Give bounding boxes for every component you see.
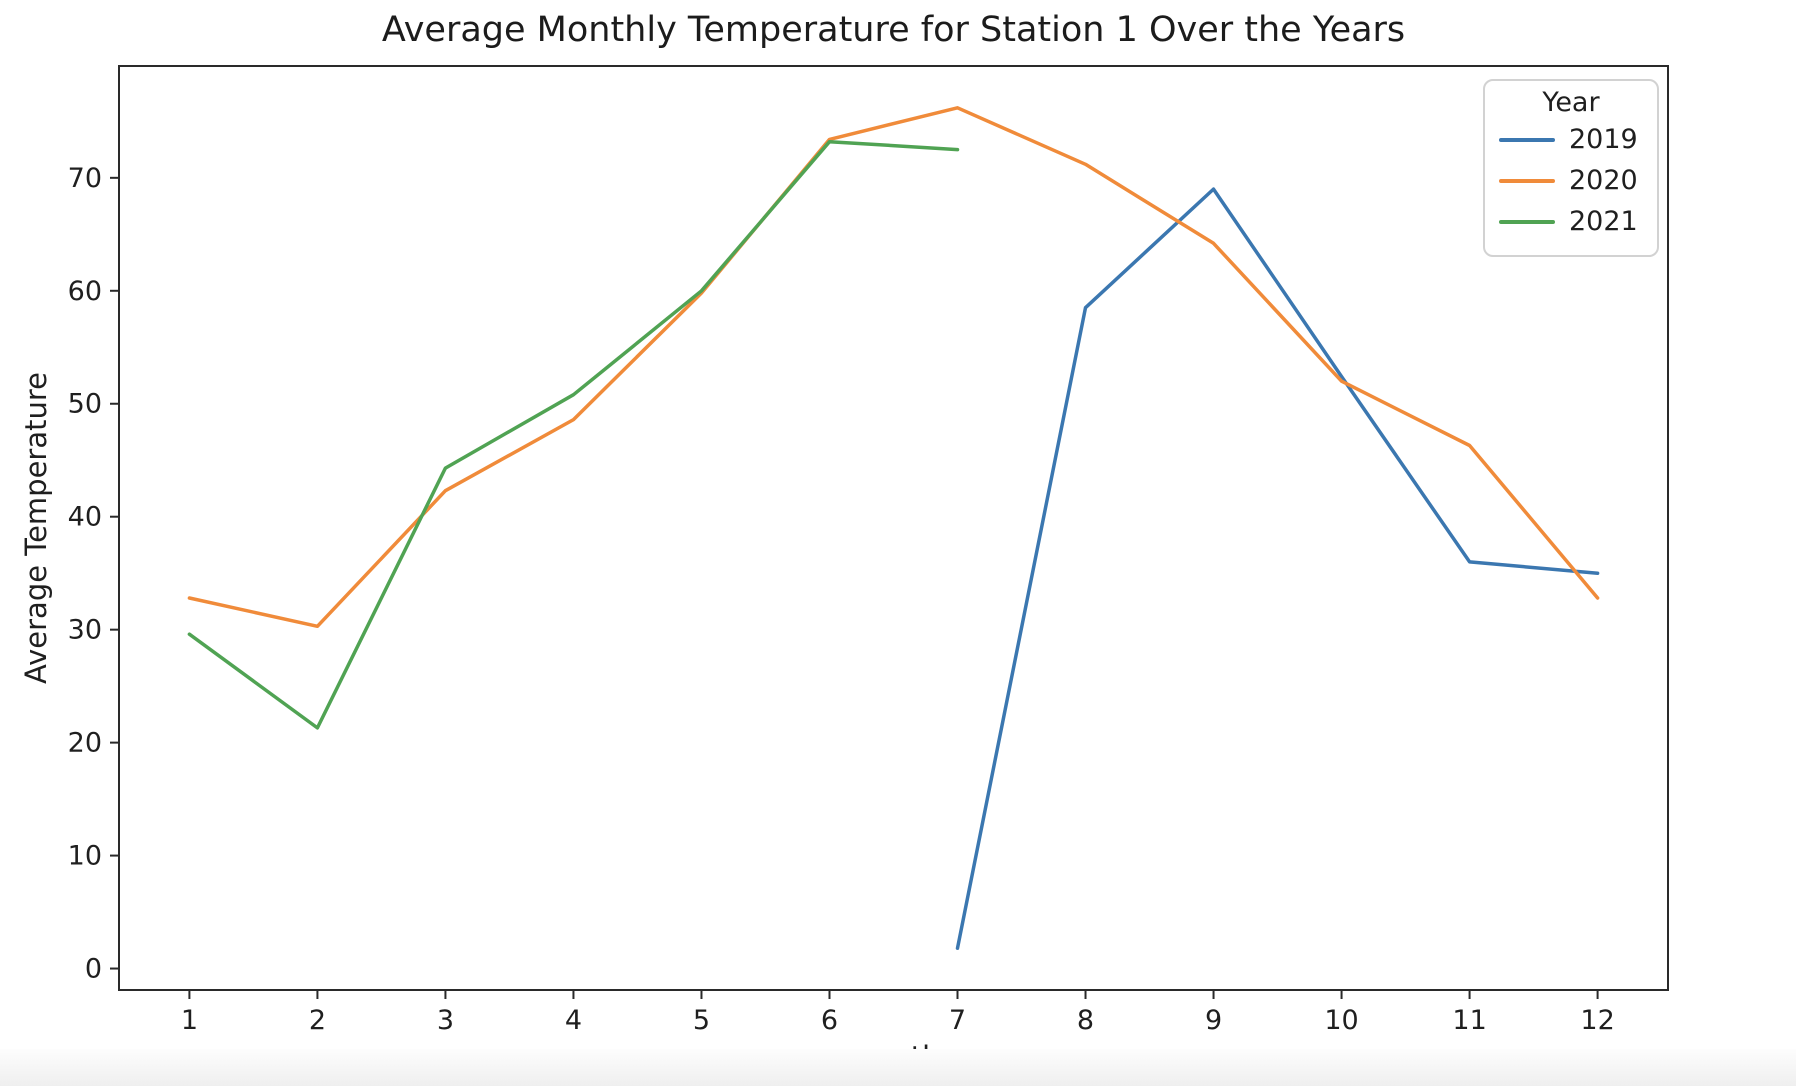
legend-item-label: 2021 (1569, 206, 1638, 238)
x-tick-label: 5 (693, 1005, 710, 1036)
x-tick-label: 11 (1452, 1005, 1486, 1036)
x-tick-label: 9 (1205, 1005, 1222, 1036)
series-line-2021 (187, 139, 960, 730)
y-tick-label: 20 (68, 728, 102, 759)
y-tick-label: 50 (68, 389, 102, 420)
x-tick-label: 6 (821, 1005, 838, 1036)
legend: Year 2019 2020 2021 (1483, 79, 1659, 257)
window-bottom-strip (0, 1049, 1796, 1086)
legend-item-2020: 2020 (1499, 165, 1643, 196)
x-tick-label: 3 (437, 1005, 454, 1036)
legend-item-2019: 2019 (1499, 124, 1643, 155)
x-tick-label: 12 (1580, 1005, 1614, 1036)
legend-item-label: 2020 (1569, 165, 1638, 197)
y-tick-label: 70 (68, 163, 102, 194)
series-line-2019 (955, 187, 1600, 950)
x-tick-label: 7 (949, 1005, 966, 1036)
y-tick-label: 0 (85, 954, 102, 985)
y-tick-label: 60 (68, 276, 102, 307)
legend-line-swatch (1499, 219, 1555, 224)
y-tick-label: 40 (68, 502, 102, 533)
chart-title: Average Monthly Temperature for Station … (381, 10, 1406, 50)
plot-spines (118, 65, 1669, 991)
series-line-2020 (187, 106, 1600, 629)
legend-title: Year (1542, 87, 1600, 118)
x-tick-label: 2 (309, 1005, 326, 1036)
legend-line-swatch (1499, 178, 1555, 183)
x-tick-label: 8 (1077, 1005, 1094, 1036)
legend-line-swatch (1499, 137, 1555, 142)
legend-item-2021: 2021 (1499, 206, 1643, 237)
x-tick-label: 10 (1324, 1005, 1358, 1036)
legend-items: 2019 2020 2021 (1499, 124, 1643, 237)
y-tick-label: 10 (68, 841, 102, 872)
y-axis-label: Average Temperature (19, 371, 53, 685)
x-tick-label: 4 (565, 1005, 582, 1036)
y-tick-label: 30 (68, 615, 102, 646)
x-tick-label: 1 (181, 1005, 198, 1036)
legend-item-label: 2019 (1569, 124, 1638, 155)
